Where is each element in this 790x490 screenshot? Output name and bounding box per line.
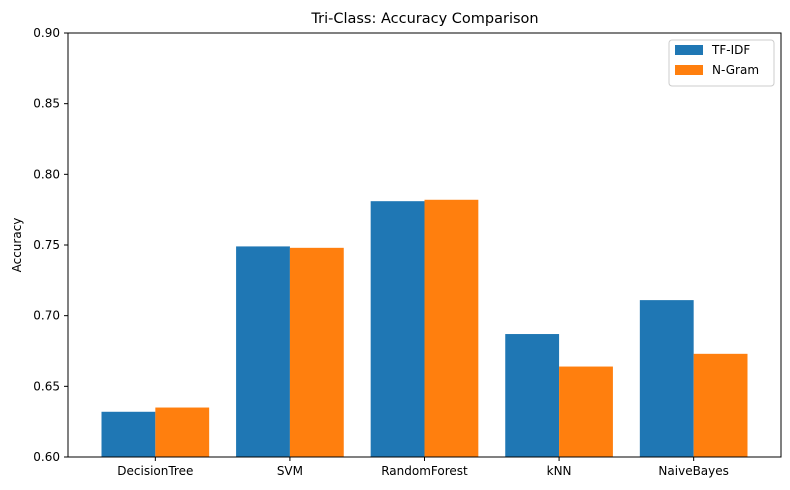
legend-swatch-N-Gram — [675, 65, 703, 75]
y-tick-label: 0.80 — [33, 167, 60, 181]
x-axis: DecisionTree SVM RandomForest kNN NaiveBayes — [117, 457, 729, 478]
x-tick-label: NaiveBayes — [658, 464, 728, 478]
legend-label-N-Gram: N-Gram — [712, 63, 759, 77]
bar-DecisionTree-TF-IDF — [101, 411, 156, 457]
bar-RandomForest-N-Gram — [424, 199, 479, 458]
y-tick-label: 0.75 — [33, 238, 60, 252]
y-tick-label: 0.90 — [33, 26, 60, 40]
bar-NaiveBayes-N-Gram — [693, 353, 748, 457]
bar-NaiveBayes-TF-IDF — [639, 300, 694, 457]
x-tick-label: DecisionTree — [117, 464, 193, 478]
y-axis: 0.60 0.65 0.70 0.75 0.80 0.85 0.90 — [33, 26, 68, 464]
x-tick-label: kNN — [547, 464, 572, 478]
plot-frame — [67, 32, 782, 458]
bars-group — [101, 199, 748, 458]
bar-kNN-TF-IDF — [505, 334, 560, 457]
y-tick-label: 0.70 — [33, 309, 60, 323]
x-tick-label: SVM — [277, 464, 303, 478]
y-axis-label: Accuracy — [10, 218, 24, 273]
bar-kNN-N-Gram — [559, 366, 613, 457]
bar-SVM-TF-IDF — [236, 246, 290, 457]
y-tick-label: 0.65 — [33, 379, 60, 393]
chart-title: Tri-Class: Accuracy Comparison — [310, 11, 538, 27]
legend-swatch-TF-IDF — [675, 45, 703, 55]
bar-SVM-N-Gram — [289, 247, 344, 457]
legend: TF-IDF N-Gram — [668, 39, 775, 87]
legend-label-TF-IDF: TF-IDF — [711, 43, 750, 57]
x-tick-label: RandomForest — [381, 464, 468, 478]
bar-DecisionTree-N-Gram — [155, 407, 210, 457]
bar-RandomForest-TF-IDF — [370, 201, 425, 457]
y-tick-label: 0.85 — [33, 97, 60, 111]
y-tick-label: 0.60 — [33, 450, 60, 464]
